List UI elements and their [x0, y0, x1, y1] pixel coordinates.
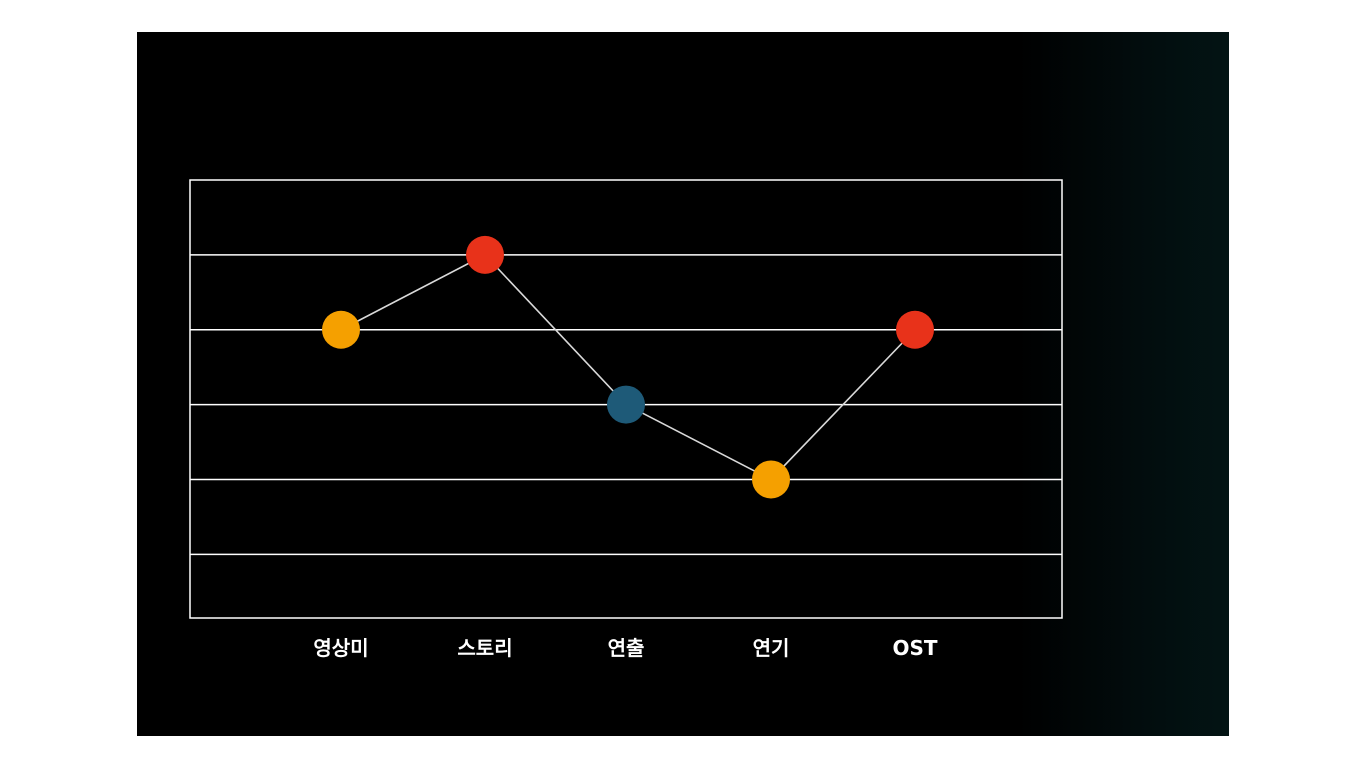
x-tick-label-2: 스토리 — [457, 636, 512, 660]
plot-frame — [189, 179, 1063, 619]
data-point-4 — [752, 460, 790, 499]
data-point-2 — [466, 235, 504, 274]
series-line — [340, 253, 916, 481]
x-tick-label-4: 연기 — [753, 636, 790, 660]
tick-label-layer: 영상미 스토리 연출 연기 OST — [313, 636, 937, 660]
data-point-1 — [322, 310, 360, 349]
data-point-5 — [896, 310, 934, 349]
x-tick-label-3: 연출 — [608, 636, 645, 660]
data-point-3 — [607, 385, 645, 424]
x-tick-label-5: OST — [892, 636, 937, 660]
x-tick-label-1: 영상미 — [313, 636, 368, 660]
series-line-layer — [340, 253, 916, 481]
data-point-layer — [322, 235, 934, 499]
